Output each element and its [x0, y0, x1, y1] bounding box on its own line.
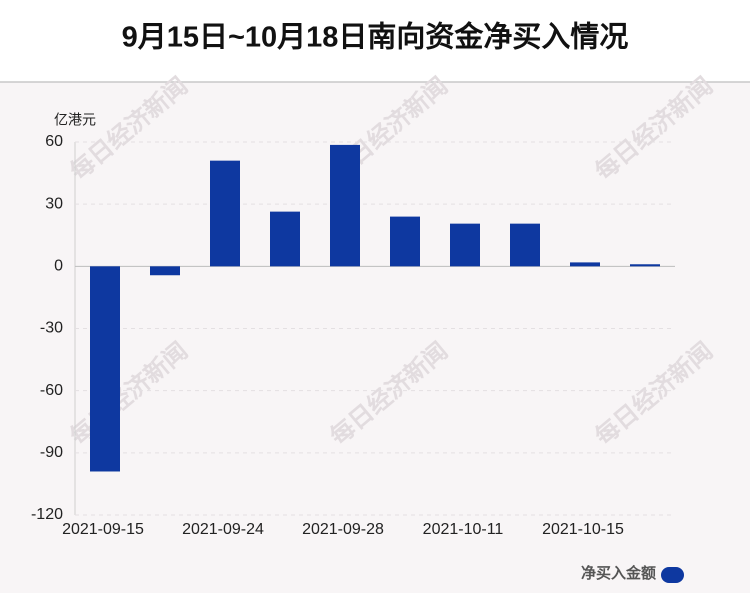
x-tick-label: 2021-09-24	[182, 521, 264, 538]
x-tick-label: 2021-09-15	[62, 521, 144, 538]
chart-title: 9月15日~10月18日南向资金净买入情况	[122, 20, 629, 54]
bar	[390, 216, 420, 267]
legend-label: 净买入金额	[581, 564, 656, 582]
bar	[630, 264, 660, 267]
y-tick-label: -60	[40, 382, 63, 399]
x-tick-label: 2021-10-11	[423, 521, 504, 538]
bar	[450, 223, 480, 267]
bar	[210, 160, 240, 267]
bar	[90, 266, 120, 472]
x-tick-label: 2021-10-15	[542, 521, 624, 538]
bar	[270, 211, 300, 267]
y-tick-label: 30	[45, 195, 63, 212]
y-tick-label: -90	[40, 444, 63, 461]
y-tick-label: 60	[45, 133, 63, 150]
legend-swatch	[661, 567, 684, 583]
bar	[570, 262, 600, 267]
y-tick-label: -120	[31, 506, 63, 523]
y-tick-label: 0	[54, 258, 63, 275]
y-tick-label: -30	[40, 320, 63, 337]
y-unit: 亿港元	[54, 112, 96, 128]
bar	[330, 144, 360, 267]
x-tick-label: 2021-09-28	[302, 521, 384, 538]
bar	[510, 223, 540, 267]
title-band	[0, 0, 750, 82]
bar	[150, 266, 180, 276]
